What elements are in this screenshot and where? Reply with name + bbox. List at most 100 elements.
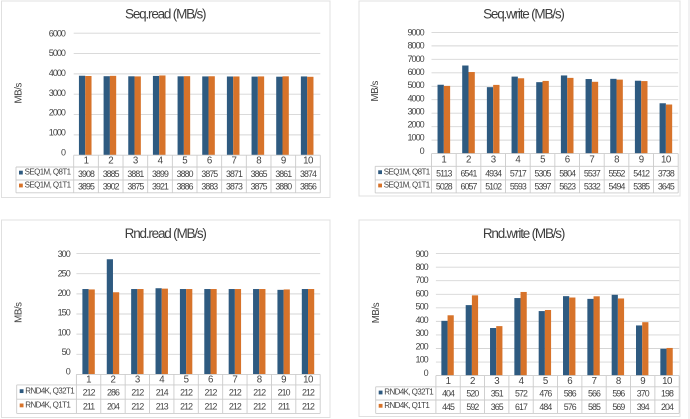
svg-text:5305: 5305 xyxy=(535,168,552,178)
svg-text:212: 212 xyxy=(83,387,96,397)
svg-text:211: 211 xyxy=(83,402,95,412)
svg-text:212: 212 xyxy=(204,402,217,412)
svg-text:800: 800 xyxy=(416,262,429,272)
svg-text:6000: 6000 xyxy=(407,67,424,77)
svg-text:585: 585 xyxy=(588,402,601,412)
svg-text:212: 212 xyxy=(204,387,217,397)
svg-text:6: 6 xyxy=(565,155,570,166)
svg-text:300: 300 xyxy=(416,328,429,338)
svg-text:365: 365 xyxy=(491,402,504,412)
svg-text:200: 200 xyxy=(416,341,429,351)
svg-text:6: 6 xyxy=(567,376,572,387)
svg-text:3875: 3875 xyxy=(201,169,218,179)
svg-text:10: 10 xyxy=(662,376,673,387)
svg-text:5412: 5412 xyxy=(633,168,650,178)
svg-text:3: 3 xyxy=(133,156,138,167)
svg-text:3883: 3883 xyxy=(201,182,218,192)
svg-text:204: 204 xyxy=(661,402,674,412)
svg-text:6057: 6057 xyxy=(461,182,478,192)
svg-text:4000: 4000 xyxy=(407,93,424,103)
svg-text:1: 1 xyxy=(84,156,89,167)
svg-text:0: 0 xyxy=(420,146,425,156)
svg-text:3895: 3895 xyxy=(78,182,95,192)
svg-text:212: 212 xyxy=(302,387,315,397)
svg-text:7: 7 xyxy=(232,156,237,167)
svg-text:4934: 4934 xyxy=(485,168,502,178)
svg-text:5: 5 xyxy=(184,374,189,385)
svg-text:5028: 5028 xyxy=(436,182,453,192)
svg-text:400: 400 xyxy=(416,315,429,325)
svg-text:700: 700 xyxy=(416,275,429,285)
svg-text:5552: 5552 xyxy=(609,168,626,178)
svg-text:212: 212 xyxy=(229,402,242,412)
svg-text:3000: 3000 xyxy=(407,106,424,116)
svg-text:2000: 2000 xyxy=(407,120,424,130)
svg-text:5804: 5804 xyxy=(559,168,576,178)
svg-text:3899: 3899 xyxy=(152,169,169,179)
svg-text:MB/s: MB/s xyxy=(13,302,24,323)
svg-text:3871: 3871 xyxy=(226,169,243,179)
svg-text:3738: 3738 xyxy=(658,168,675,178)
svg-text:3921: 3921 xyxy=(152,182,169,192)
svg-text:RND4K, Q32T1: RND4K, Q32T1 xyxy=(384,388,434,397)
svg-text:3873: 3873 xyxy=(226,182,243,192)
svg-text:SEQ1M, Q1T1: SEQ1M, Q1T1 xyxy=(384,181,431,190)
svg-text:5102: 5102 xyxy=(485,182,502,192)
svg-text:300: 300 xyxy=(58,249,71,259)
svg-text:9: 9 xyxy=(281,374,286,385)
svg-text:2: 2 xyxy=(111,374,116,385)
svg-text:5000: 5000 xyxy=(407,80,424,90)
svg-text:3875: 3875 xyxy=(127,182,144,192)
svg-text:3: 3 xyxy=(494,376,499,387)
svg-text:7: 7 xyxy=(589,155,594,166)
svg-text:RND4K, Q1T1: RND4K, Q1T1 xyxy=(384,401,430,410)
svg-text:3902: 3902 xyxy=(103,182,120,192)
svg-text:211: 211 xyxy=(278,402,290,412)
svg-text:4: 4 xyxy=(519,376,525,387)
svg-text:1: 1 xyxy=(446,376,451,387)
svg-text:SEQ1M, Q8T1: SEQ1M, Q8T1 xyxy=(25,168,72,177)
svg-text:50: 50 xyxy=(62,347,71,357)
svg-text:0: 0 xyxy=(61,147,66,157)
svg-text:SEQ1M, Q1T1: SEQ1M, Q1T1 xyxy=(25,181,72,190)
svg-text:212: 212 xyxy=(302,402,315,412)
svg-text:600: 600 xyxy=(416,288,429,298)
svg-text:10: 10 xyxy=(661,155,672,166)
svg-text:3861: 3861 xyxy=(275,169,292,179)
svg-text:9: 9 xyxy=(639,155,644,166)
svg-text:8: 8 xyxy=(614,155,619,166)
svg-text:445: 445 xyxy=(442,402,455,412)
svg-text:3881: 3881 xyxy=(127,169,144,179)
svg-text:6541: 6541 xyxy=(461,168,478,178)
svg-text:212: 212 xyxy=(131,387,144,397)
svg-text:5397: 5397 xyxy=(535,182,552,192)
svg-text:1: 1 xyxy=(86,374,91,385)
svg-text:9000: 9000 xyxy=(407,28,424,38)
svg-text:7: 7 xyxy=(232,374,237,385)
svg-text:MB/s: MB/s xyxy=(371,302,382,323)
svg-text:3880: 3880 xyxy=(177,169,194,179)
svg-text:572: 572 xyxy=(515,389,528,399)
svg-text:592: 592 xyxy=(466,402,479,412)
svg-text:6000: 6000 xyxy=(49,28,66,38)
svg-text:250: 250 xyxy=(58,268,71,278)
svg-text:3: 3 xyxy=(135,374,140,385)
svg-text:RND4K, Q32T1: RND4K, Q32T1 xyxy=(25,386,75,395)
svg-text:2000: 2000 xyxy=(49,108,66,118)
svg-text:212: 212 xyxy=(253,402,266,412)
svg-text:370: 370 xyxy=(637,389,650,399)
svg-text:Seq.read (MB/s): Seq.read (MB/s) xyxy=(125,6,206,21)
svg-text:9: 9 xyxy=(281,156,286,167)
svg-text:5593: 5593 xyxy=(510,182,527,192)
svg-text:3880: 3880 xyxy=(275,182,292,192)
svg-text:5385: 5385 xyxy=(633,182,650,192)
svg-text:0: 0 xyxy=(66,367,71,377)
svg-text:286: 286 xyxy=(107,387,120,397)
svg-text:Rnd.write (MB/s): Rnd.write (MB/s) xyxy=(483,226,565,241)
svg-text:MB/s: MB/s xyxy=(13,83,24,104)
svg-text:569: 569 xyxy=(612,402,625,412)
svg-text:4: 4 xyxy=(159,374,165,385)
svg-text:198: 198 xyxy=(661,389,674,399)
svg-text:8: 8 xyxy=(257,374,262,385)
svg-text:Rnd.read (MB/s): Rnd.read (MB/s) xyxy=(125,226,207,241)
